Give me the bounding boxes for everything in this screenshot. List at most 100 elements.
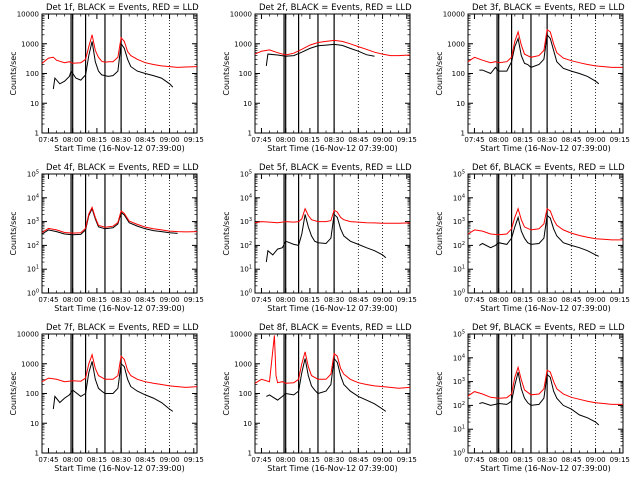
y-tick-label: 1	[35, 130, 39, 138]
plot-frame	[254, 173, 411, 294]
y-axis-label: Counts/sec	[222, 211, 231, 255]
x-tick-label: 09:15	[184, 456, 204, 464]
x-tick-label: 08:45	[561, 296, 581, 304]
x-axis-label: Start Time (16-Nov-12 07:39:00)	[54, 144, 184, 153]
x-tick-label: 09:15	[397, 136, 417, 144]
x-tick-label: 08:45	[561, 136, 581, 144]
x-axis-label: Start Time (16-Nov-12 07:39:00)	[480, 144, 610, 153]
x-tick-label: 07:45	[38, 136, 58, 144]
panel-det-2f: Det 2f, BLACK = Events, RED = LLD 1 10 100 1…	[222, 3, 417, 153]
x-tick-label: 08:15	[300, 136, 320, 144]
panel-title: Det 8f, BLACK = Events, RED = LLD	[259, 323, 412, 333]
series-events-line	[265, 213, 387, 263]
y-tick-label: 100	[453, 449, 465, 458]
y-tick-label: 102	[453, 401, 465, 410]
x-tick-label: 07:45	[464, 456, 484, 464]
x-tick-label: 09:15	[610, 136, 630, 144]
x-tick-label: 08:45	[561, 456, 581, 464]
x-tick-label: 09:15	[610, 296, 630, 304]
y-tick-label: 1000	[447, 40, 465, 48]
y-tick-label: 100	[453, 289, 465, 298]
x-axis-label: Start Time (16-Nov-12 07:39:00)	[54, 464, 184, 473]
y-tick-label: 10	[243, 100, 252, 108]
x-tick-label: 08:00	[489, 296, 509, 304]
panel-title: Det 3f, BLACK = Events, RED = LLD	[472, 3, 625, 13]
panel-det-5f: Det 5f, BLACK = Events, RED = LLD 100 101 1…	[222, 163, 417, 313]
series-lld-line	[41, 353, 198, 388]
x-tick-label: 07:45	[38, 296, 58, 304]
x-tick-label: 09:15	[397, 296, 417, 304]
x-tick-label: 07:45	[464, 296, 484, 304]
series-lld-line	[254, 39, 411, 57]
x-tick-label: 08:00	[276, 296, 296, 304]
series-lld-line	[41, 205, 198, 234]
x-tick-label: 08:45	[135, 456, 155, 464]
series-events-line	[479, 33, 600, 85]
y-tick-label: 105	[27, 170, 39, 179]
x-tick-label: 09:15	[184, 296, 204, 304]
y-tick-label: 103	[453, 217, 465, 226]
x-tick-label: 08:00	[63, 296, 83, 304]
y-axis-label: Counts/sec	[435, 51, 444, 95]
y-tick-label: 1000	[234, 360, 252, 368]
x-tick-label: 08:30	[111, 456, 131, 464]
y-tick-label: 100	[26, 390, 39, 398]
panel-det-6f: Det 6f, BLACK = Events, RED = LLD 100 101 1…	[435, 163, 630, 313]
y-axis-label: Counts/sec	[222, 371, 231, 415]
plot-frame	[467, 173, 624, 294]
y-tick-label: 100	[240, 289, 252, 298]
panel-det-7f: Det 7f, BLACK = Events, RED = LLD 1 10 100 1…	[9, 323, 204, 473]
x-tick-label: 08:00	[489, 136, 509, 144]
x-tick-label: 07:45	[464, 136, 484, 144]
x-tick-label: 09:00	[159, 296, 179, 304]
x-tick-label: 08:30	[324, 296, 344, 304]
y-tick-label: 101	[27, 265, 39, 274]
x-tick-label: 08:00	[276, 136, 296, 144]
y-axis-label: Counts/sec	[435, 211, 444, 255]
x-tick-label: 09:00	[159, 136, 179, 144]
panel-title: Det 2f, BLACK = Events, RED = LLD	[259, 3, 412, 13]
y-axis-label: Counts/sec	[9, 211, 18, 255]
series-events-line	[52, 41, 174, 90]
series-lld-line	[254, 207, 411, 224]
x-tick-label: 08:30	[537, 456, 557, 464]
x-tick-label: 08:45	[348, 296, 368, 304]
y-tick-label: 100	[239, 390, 252, 398]
y-tick-label: 105	[453, 330, 465, 339]
x-tick-label: 09:00	[372, 296, 392, 304]
y-axis-label: Counts/sec	[9, 51, 18, 95]
y-tick-label: 101	[240, 265, 252, 274]
y-tick-label: 10	[456, 100, 465, 108]
y-tick-label: 1000	[234, 40, 252, 48]
y-tick-label: 10000	[443, 11, 465, 19]
x-tick-label: 09:00	[585, 456, 605, 464]
x-tick-label: 09:00	[372, 456, 392, 464]
panel-title: Det 1f, BLACK = Events, RED = LLD	[46, 3, 199, 13]
y-tick-label: 1	[35, 450, 39, 458]
panel-det-8f: Det 8f, BLACK = Events, RED = LLD 1 10 100 1…	[222, 323, 417, 473]
x-tick-label: 08:45	[348, 456, 368, 464]
y-tick-label: 10000	[230, 11, 252, 19]
panel-det-9f: Det 9f, BLACK = Events, RED = LLD 100 101 1…	[435, 323, 630, 473]
y-tick-label: 1	[248, 130, 252, 138]
series-events-line	[52, 361, 174, 412]
series-lld-line	[467, 207, 623, 241]
y-tick-label: 100	[239, 70, 252, 78]
y-tick-label: 10000	[230, 331, 252, 339]
series-lld-line	[467, 28, 623, 68]
y-tick-label: 101	[453, 265, 465, 274]
x-tick-label: 09:15	[610, 456, 630, 464]
x-tick-label: 08:00	[63, 456, 83, 464]
panel-title: Det 7f, BLACK = Events, RED = LLD	[46, 323, 199, 333]
x-axis-label: Start Time (16-Nov-12 07:39:00)	[480, 304, 610, 313]
x-tick-label: 08:30	[111, 136, 131, 144]
y-tick-label: 10	[243, 420, 252, 428]
y-tick-label: 100	[452, 70, 465, 78]
y-tick-label: 103	[453, 377, 465, 386]
x-tick-label: 09:15	[397, 456, 417, 464]
x-tick-label: 08:00	[276, 456, 296, 464]
x-tick-label: 08:00	[63, 136, 83, 144]
x-tick-label: 08:30	[324, 136, 344, 144]
series-lld-line	[41, 34, 198, 68]
